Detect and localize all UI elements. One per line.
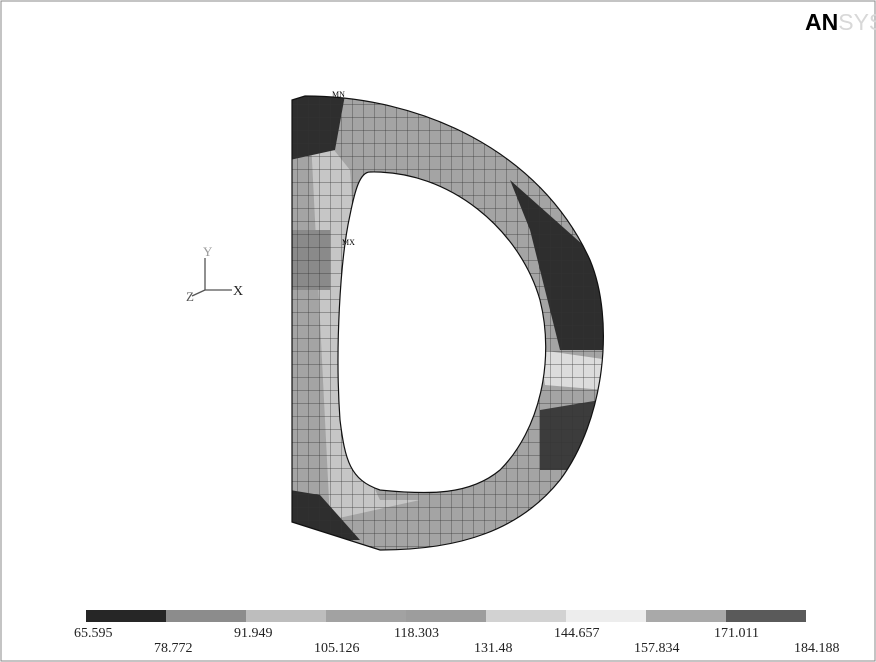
legend-label: 144.657 xyxy=(554,626,600,641)
triad-x: X xyxy=(233,284,243,299)
legend-swatch xyxy=(566,610,646,622)
legend-label: 105.126 xyxy=(314,641,360,656)
legend-swatch xyxy=(326,610,406,622)
legend: 65.595 78.772 91.949 105.126 118.303 131.48 14… xyxy=(74,610,840,656)
frame xyxy=(1,1,875,661)
legend-label: 171.011 xyxy=(714,626,759,641)
triad-y: Y xyxy=(203,244,213,259)
legend-swatch xyxy=(486,610,566,622)
legend-label: 118.303 xyxy=(394,626,439,641)
max-marker: MX xyxy=(342,238,355,247)
legend-swatch xyxy=(726,610,806,622)
min-marker: MN xyxy=(332,90,345,99)
axis-triad xyxy=(192,258,232,296)
legend-label: 131.48 xyxy=(474,641,513,656)
legend-swatch xyxy=(166,610,246,622)
legend-swatch xyxy=(246,610,326,622)
ansys-plot: MN MX Y X Z ANSYS 65.595 78.772 91.949 105.… xyxy=(0,0,876,662)
mesh-body xyxy=(280,90,620,560)
legend-label: 65.595 xyxy=(74,626,113,641)
triad-z: Z xyxy=(186,289,194,304)
legend-label: 157.834 xyxy=(634,641,680,656)
logo-light: SYS xyxy=(838,9,876,35)
legend-swatch xyxy=(646,610,726,622)
legend-label: 78.772 xyxy=(154,641,193,656)
logo: ANSYS xyxy=(805,9,876,35)
legend-swatch xyxy=(406,610,486,622)
legend-label: 91.949 xyxy=(234,626,273,641)
legend-swatch xyxy=(86,610,166,622)
logo-bold: AN xyxy=(805,9,838,35)
legend-label: 184.188 xyxy=(794,641,840,656)
